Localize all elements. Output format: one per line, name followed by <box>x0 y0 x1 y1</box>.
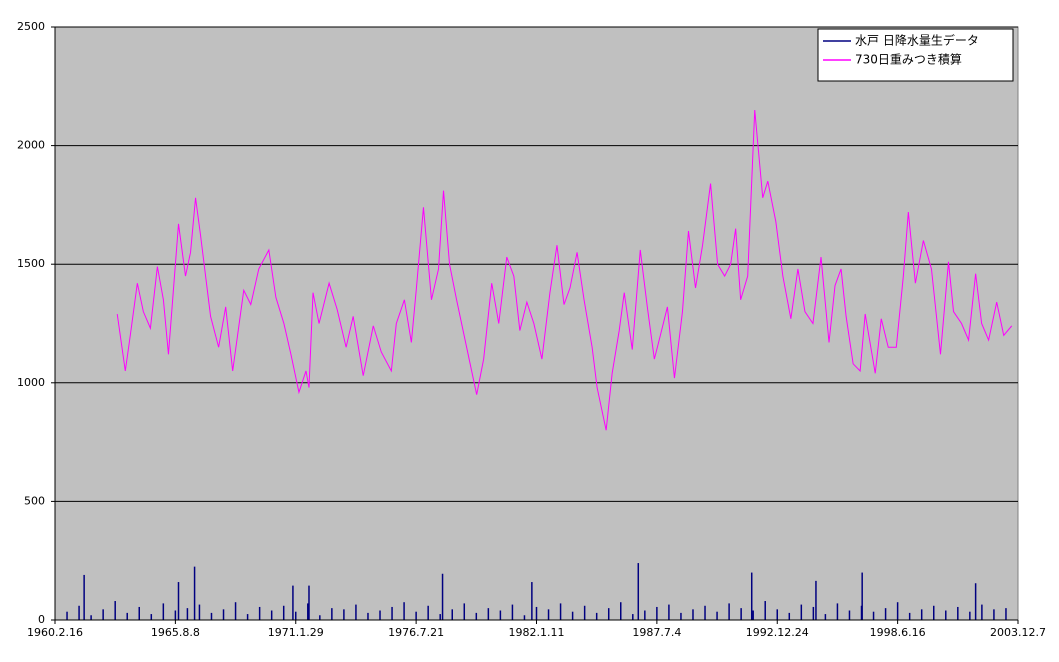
x-tick-label: 1982.1.11 <box>509 626 565 639</box>
y-tick-label: 1500 <box>17 257 45 270</box>
x-tick-label: 1965.8.8 <box>151 626 200 639</box>
x-tick-label: 1971.1.29 <box>268 626 324 639</box>
x-tick-label: 1998.6.16 <box>870 626 926 639</box>
x-tick-label: 1976.7.21 <box>388 626 444 639</box>
y-tick-label: 1000 <box>17 376 45 389</box>
y-tick-label: 500 <box>24 494 45 507</box>
legend-label: 水戸 日降水量生データ <box>855 33 979 48</box>
x-tick-label: 1987.7.4 <box>632 626 681 639</box>
x-tick-label: 2003.12.7 <box>990 626 1046 639</box>
plot-area <box>54 26 1019 621</box>
series-line <box>116 109 1013 431</box>
legend-box <box>817 28 1014 82</box>
legend-label: 730日重みつき積算 <box>855 52 962 67</box>
x-tick-label: 1960.2.16 <box>27 626 83 639</box>
x-tick-label: 1992.12.24 <box>746 626 809 639</box>
y-tick-label: 2000 <box>17 139 45 152</box>
y-tick-label: 0 <box>38 613 45 626</box>
y-tick-label: 2500 <box>17 20 45 33</box>
